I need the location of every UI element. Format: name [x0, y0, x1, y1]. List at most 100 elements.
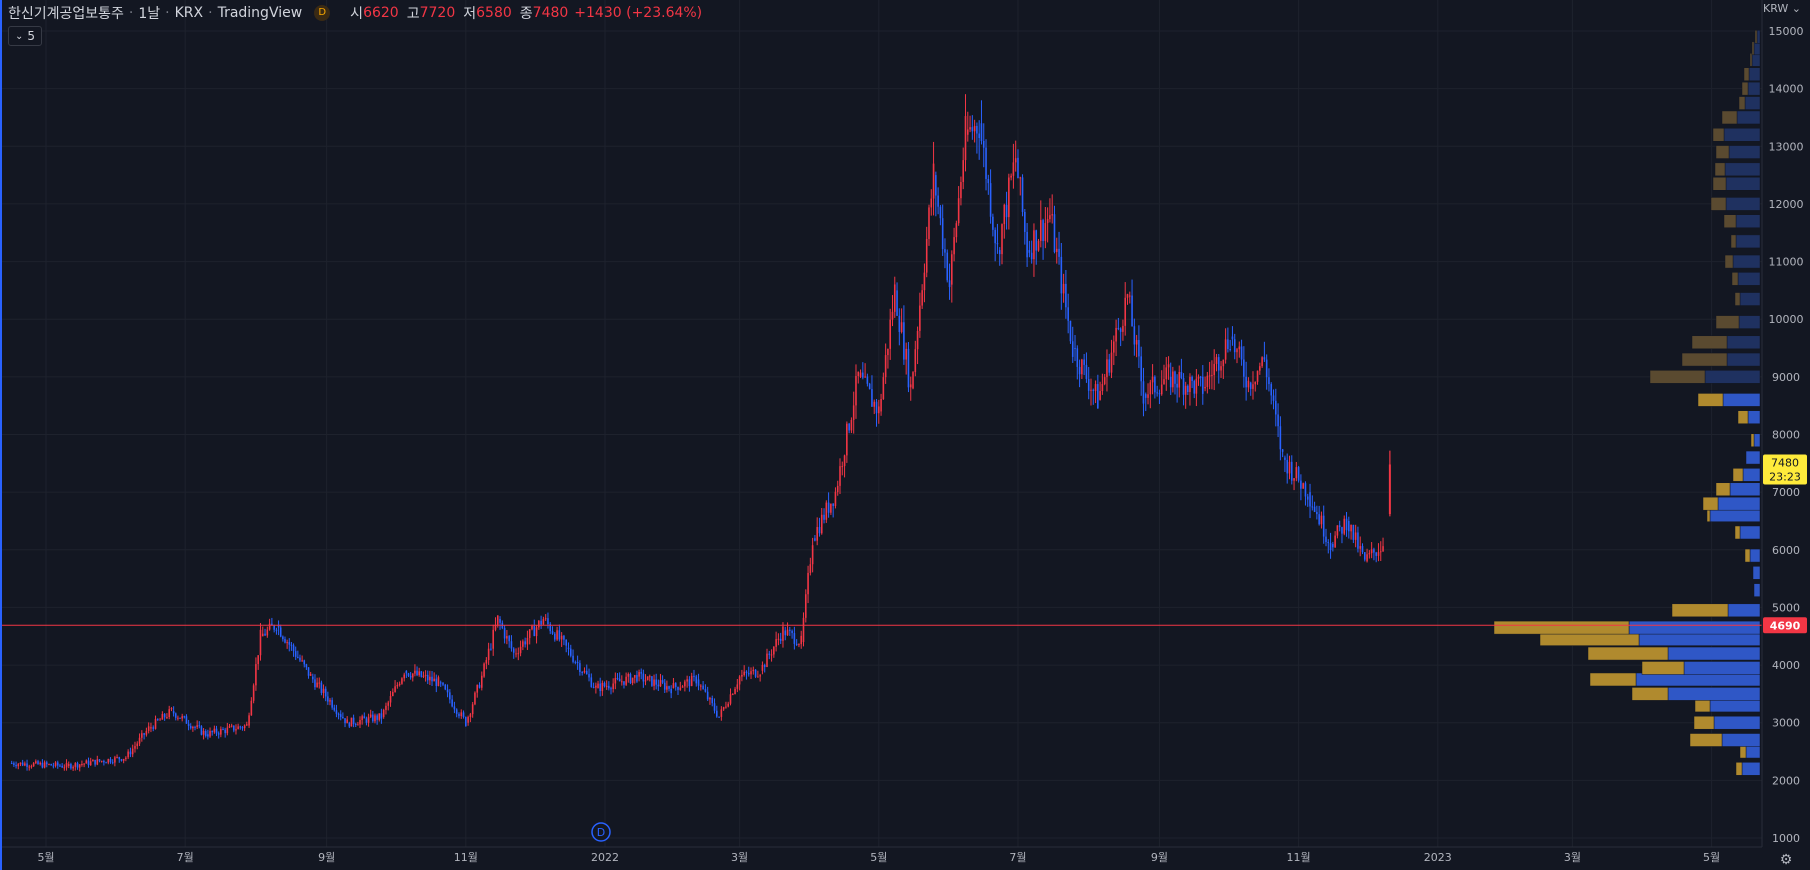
candle-body[interactable]	[1345, 518, 1348, 531]
candle-body[interactable]	[1213, 363, 1215, 376]
candle-body[interactable]	[830, 503, 832, 513]
candle-body[interactable]	[969, 127, 971, 130]
candle-body[interactable]	[85, 760, 88, 764]
candle-body[interactable]	[439, 682, 442, 684]
candle-body[interactable]	[994, 229, 996, 244]
candle-body[interactable]	[706, 691, 709, 700]
candle-body[interactable]	[503, 627, 506, 639]
candle-body[interactable]	[661, 680, 664, 683]
candle-body[interactable]	[618, 678, 621, 682]
candle-body[interactable]	[1306, 496, 1309, 500]
candle-body[interactable]	[1110, 352, 1113, 373]
candle-body[interactable]	[235, 729, 237, 731]
candle-body[interactable]	[161, 714, 164, 720]
candle-body[interactable]	[1035, 230, 1038, 251]
candle-body[interactable]	[711, 698, 714, 704]
candle-body[interactable]	[1169, 376, 1172, 388]
candle-body[interactable]	[228, 726, 231, 728]
candle-body[interactable]	[725, 706, 727, 708]
candle-body[interactable]	[823, 514, 825, 520]
candle-body[interactable]	[944, 249, 946, 253]
candle-body[interactable]	[314, 679, 316, 688]
candle-body[interactable]	[903, 322, 905, 360]
candle-body[interactable]	[1101, 384, 1104, 391]
candle-body[interactable]	[389, 696, 392, 703]
candle-body[interactable]	[237, 726, 239, 730]
candle-body[interactable]	[992, 216, 994, 230]
candle-body[interactable]	[365, 718, 368, 723]
candle-body[interactable]	[608, 685, 610, 689]
candle-body[interactable]	[804, 594, 807, 618]
candle-body[interactable]	[962, 160, 965, 183]
candle-body[interactable]	[655, 679, 657, 685]
candle-body[interactable]	[1361, 546, 1364, 553]
candle-body[interactable]	[1252, 384, 1254, 389]
candle-body[interactable]	[1160, 384, 1163, 395]
candle-body[interactable]	[189, 725, 192, 729]
candle-body[interactable]	[741, 674, 743, 677]
candle-body[interactable]	[1265, 359, 1268, 378]
candle-body[interactable]	[905, 348, 907, 360]
candle-body[interactable]	[453, 706, 456, 710]
candle-body[interactable]	[1062, 283, 1065, 294]
candle-body[interactable]	[1083, 359, 1085, 365]
candle-body[interactable]	[526, 637, 529, 645]
candle-body[interactable]	[1236, 349, 1238, 353]
candle-body[interactable]	[226, 727, 229, 734]
candle-body[interactable]	[623, 681, 625, 685]
candle-body[interactable]	[1010, 175, 1012, 178]
candle-body[interactable]	[538, 620, 540, 628]
candle-body[interactable]	[636, 675, 638, 682]
last-candle-body[interactable]	[1388, 464, 1391, 515]
candle-body[interactable]	[752, 669, 755, 672]
candle-body[interactable]	[1199, 376, 1202, 378]
candle-body[interactable]	[1373, 549, 1375, 553]
candle-body[interactable]	[129, 751, 132, 755]
candle-body[interactable]	[919, 305, 921, 331]
candle-body[interactable]	[843, 455, 846, 467]
candle-body[interactable]	[198, 725, 201, 727]
candle-body[interactable]	[1078, 366, 1081, 375]
candle-body[interactable]	[882, 377, 885, 399]
candle-body[interactable]	[524, 641, 526, 645]
candle-body[interactable]	[312, 676, 314, 680]
candle-body[interactable]	[565, 639, 568, 646]
candle-body[interactable]	[61, 765, 63, 768]
candle-body[interactable]	[398, 683, 401, 685]
candle-body[interactable]	[222, 729, 224, 731]
candle-body[interactable]	[471, 704, 474, 715]
candle-body[interactable]	[585, 670, 588, 675]
candle-body[interactable]	[1368, 553, 1371, 555]
candle-body[interactable]	[588, 674, 590, 678]
candle-body[interactable]	[616, 678, 619, 680]
candle-body[interactable]	[378, 713, 381, 720]
candle-body[interactable]	[1099, 390, 1101, 400]
candle-body[interactable]	[850, 419, 853, 431]
candle-body[interactable]	[50, 764, 52, 766]
candle-body[interactable]	[327, 696, 329, 702]
candle-body[interactable]	[839, 466, 841, 486]
candle-body[interactable]	[339, 714, 342, 717]
candle-body[interactable]	[1295, 467, 1298, 479]
candle-body[interactable]	[595, 685, 597, 688]
candle-body[interactable]	[563, 635, 565, 640]
candle-body[interactable]	[1094, 384, 1097, 392]
candle-body[interactable]	[150, 727, 152, 729]
candle-body[interactable]	[877, 406, 880, 414]
candle-body[interactable]	[745, 671, 748, 674]
candle-body[interactable]	[143, 733, 145, 735]
candle-body[interactable]	[54, 762, 57, 766]
candle-body[interactable]	[1174, 371, 1176, 384]
candle-body[interactable]	[1149, 382, 1152, 395]
candlestick-series[interactable]	[10, 94, 1391, 772]
candle-body[interactable]	[288, 642, 291, 645]
candle-body[interactable]	[907, 348, 910, 388]
candle-body[interactable]	[834, 491, 837, 506]
candle-body[interactable]	[916, 330, 919, 350]
candle-body[interactable]	[1343, 518, 1346, 534]
candle-body[interactable]	[1019, 177, 1022, 179]
candle-body[interactable]	[1117, 327, 1120, 329]
candle-body[interactable]	[418, 671, 420, 676]
candle-body[interactable]	[1350, 524, 1352, 532]
candle-body[interactable]	[67, 764, 70, 766]
